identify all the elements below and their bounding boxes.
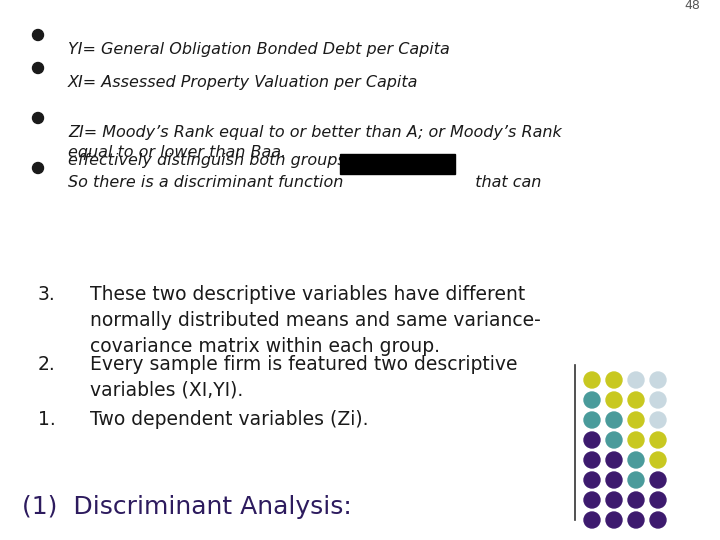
FancyBboxPatch shape: [340, 154, 455, 174]
Circle shape: [606, 452, 622, 468]
Text: So there is a discriminant function: So there is a discriminant function: [68, 175, 343, 190]
Circle shape: [628, 512, 644, 528]
Circle shape: [606, 412, 622, 428]
Circle shape: [650, 432, 666, 448]
Circle shape: [584, 372, 600, 388]
Circle shape: [650, 372, 666, 388]
Text: that can: that can: [465, 175, 541, 190]
Circle shape: [584, 492, 600, 508]
Circle shape: [606, 472, 622, 488]
Circle shape: [606, 512, 622, 528]
Text: Every sample firm is featured two descriptive
variables (XI,YI).: Every sample firm is featured two descri…: [90, 355, 518, 400]
Circle shape: [650, 452, 666, 468]
Circle shape: [584, 412, 600, 428]
Circle shape: [628, 372, 644, 388]
Circle shape: [628, 392, 644, 408]
Circle shape: [650, 512, 666, 528]
Circle shape: [628, 432, 644, 448]
Circle shape: [584, 432, 600, 448]
Text: 2.: 2.: [38, 355, 55, 374]
Circle shape: [32, 112, 43, 124]
Circle shape: [584, 512, 600, 528]
Text: XI= Assessed Property Valuation per Capita: XI= Assessed Property Valuation per Capi…: [68, 75, 418, 90]
Text: 48: 48: [684, 0, 700, 12]
Circle shape: [650, 392, 666, 408]
Circle shape: [32, 30, 43, 40]
Circle shape: [650, 492, 666, 508]
Text: 3.: 3.: [38, 285, 55, 304]
Circle shape: [606, 492, 622, 508]
Circle shape: [606, 392, 622, 408]
Text: Two dependent variables (Zi).: Two dependent variables (Zi).: [90, 410, 369, 429]
Circle shape: [606, 432, 622, 448]
Text: (1)  Discriminant Analysis:: (1) Discriminant Analysis:: [22, 495, 352, 519]
Circle shape: [32, 63, 43, 73]
Circle shape: [584, 452, 600, 468]
Circle shape: [606, 372, 622, 388]
Circle shape: [628, 472, 644, 488]
Text: 1.: 1.: [38, 410, 55, 429]
Text: These two descriptive variables have different
normally distributed means and sa: These two descriptive variables have dif…: [90, 285, 541, 355]
Text: ZI= Moody’s Rank equal to or better than A; or Moody’s Rank
equal to or lower th: ZI= Moody’s Rank equal to or better than…: [68, 125, 562, 160]
Circle shape: [628, 452, 644, 468]
Text: YI= General Obligation Bonded Debt per Capita: YI= General Obligation Bonded Debt per C…: [68, 42, 450, 57]
Circle shape: [650, 412, 666, 428]
Text: effectively distinguish both groups:: effectively distinguish both groups:: [68, 153, 351, 168]
Circle shape: [650, 472, 666, 488]
Circle shape: [584, 472, 600, 488]
Circle shape: [628, 492, 644, 508]
Circle shape: [628, 412, 644, 428]
Circle shape: [32, 163, 43, 173]
Circle shape: [584, 392, 600, 408]
